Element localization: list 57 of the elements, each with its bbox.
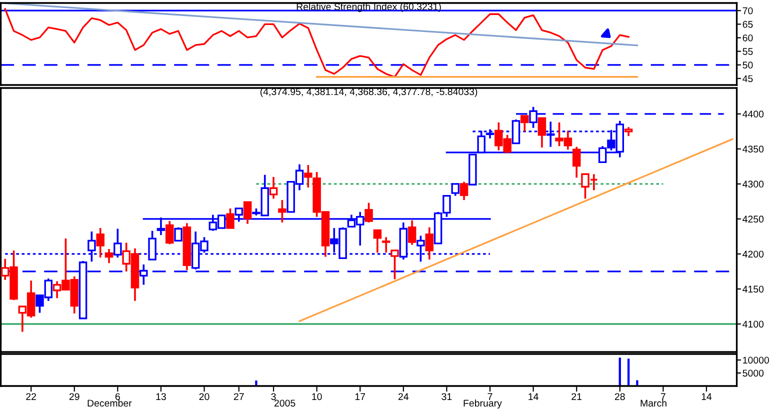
x-tick-label: 14 [528, 393, 538, 400]
x-tick-label: 3 [271, 393, 276, 400]
x-tick-label: 28 [614, 393, 625, 400]
x-tick-label: 22 [26, 393, 36, 400]
y-tick-label: 10000 [743, 356, 769, 364]
candlestick [174, 226, 182, 242]
candlestick [364, 202, 373, 224]
y-tick-label: 4100 [742, 320, 764, 328]
text: February [464, 399, 502, 409]
x-tick-label: 13 [156, 393, 166, 400]
text: March [640, 399, 666, 407]
y-tick-label: 55 [742, 48, 753, 55]
y-tick-label: 5000 [742, 370, 764, 377]
candlestick [451, 183, 460, 197]
x-tick-label: 21 [572, 393, 582, 400]
y-tick-label: 4250 [742, 216, 764, 223]
chart-title: Relative Strength Index (60.3231) [296, 3, 441, 12]
y-tick-label: 60 [742, 34, 753, 42]
x-tick-label: 6 [115, 393, 120, 400]
candlestick [460, 180, 468, 201]
candlestick [104, 248, 114, 264]
y-tick-label: 4200 [742, 250, 764, 258]
y-tick-label: 65 [742, 20, 753, 28]
y-tick-label: 4350 [742, 146, 764, 153]
text: 2005 [274, 400, 296, 407]
y-tick-label: 45 [742, 75, 753, 82]
bar [636, 380, 638, 386]
y-tick-label: 70 [742, 7, 753, 14]
x-tick-label: 27 [234, 393, 244, 400]
bar [255, 380, 258, 386]
candlestick [243, 201, 252, 225]
x-tick-label: 7 [488, 393, 492, 400]
candlestick [520, 115, 529, 132]
y-tick-label: 4300 [742, 180, 764, 188]
x-tick-label: 17 [355, 393, 366, 400]
y-tick-label: 4400 [742, 110, 764, 118]
x-tick-label: 29 [69, 393, 80, 400]
candlestick [425, 226, 434, 260]
x-tick-label: 10 [312, 393, 322, 400]
x-tick-label: 14 [702, 393, 712, 400]
y-tick-label: 4150 [742, 286, 764, 293]
x-tick-label: 20 [199, 393, 210, 400]
candlestick [278, 199, 286, 224]
candlestick [538, 117, 546, 148]
x-tick-label: 24 [398, 393, 409, 400]
candlestick [96, 227, 104, 258]
candlestick [408, 219, 416, 246]
x-tick-label: 31 [442, 393, 452, 400]
candlestick [382, 236, 390, 254]
candlestick [373, 229, 382, 254]
candlestick [165, 220, 174, 246]
chart-title: (4,374.95, 4,381.14, 4,368.36, 4,377.78, -5.84033) [260, 88, 478, 98]
x-tick-label: 7 [660, 393, 666, 400]
candlestick [572, 146, 581, 179]
text: December [88, 399, 132, 407]
candlestick [226, 208, 234, 229]
y-tick-label: 50 [742, 62, 753, 69]
